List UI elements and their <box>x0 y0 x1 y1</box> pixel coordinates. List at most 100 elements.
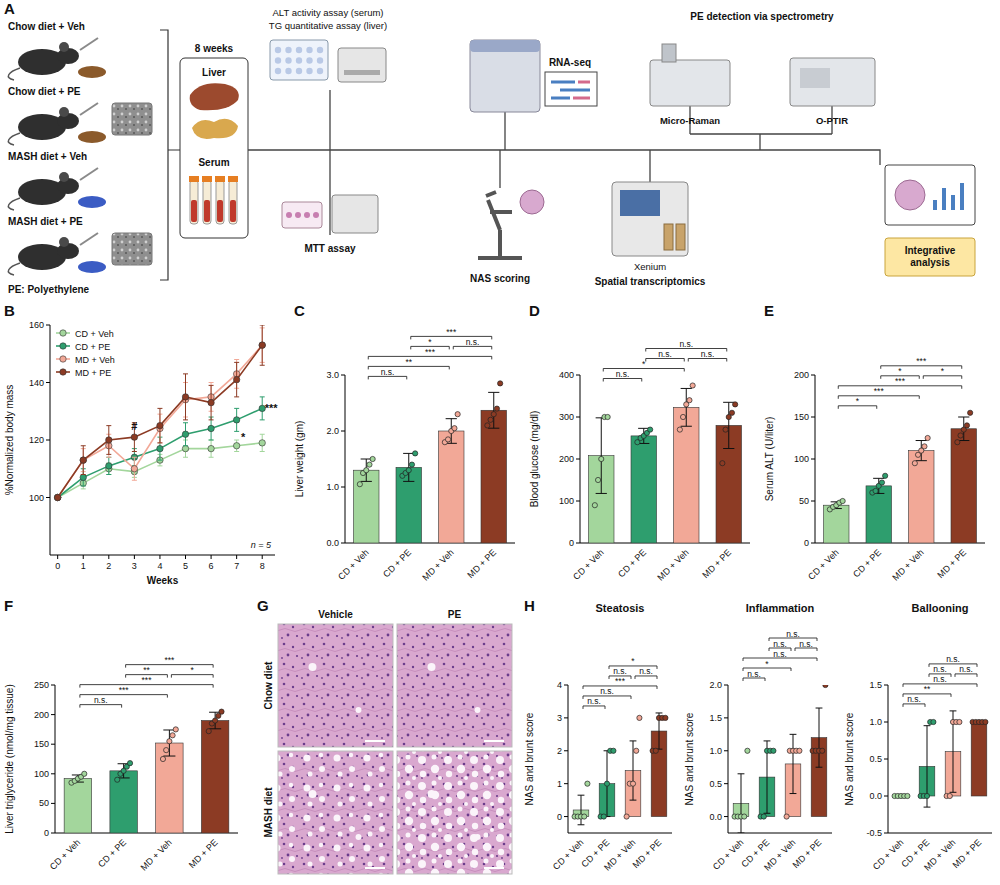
legend-label: CD + PE <box>75 342 110 352</box>
y-tick-label: 1.5 <box>869 680 882 690</box>
x-tick-label: CD + Veh <box>806 547 840 581</box>
data-point <box>733 402 738 407</box>
data-point <box>364 468 369 473</box>
data-point <box>131 434 137 440</box>
reads <box>573 82 590 98</box>
y-tick-label: 50 <box>799 496 809 506</box>
data-marks <box>354 381 507 543</box>
data-point <box>208 399 214 405</box>
legend: CD + Veh CD + PE MD + Veh MD + PE <box>56 329 115 378</box>
error-bar <box>81 446 86 475</box>
y-tick-label: 250 <box>34 680 49 690</box>
y-tick-label: 1.0 <box>709 746 722 756</box>
significance-label: * <box>856 396 860 406</box>
monitor <box>545 72 597 106</box>
y-tick <box>51 773 55 774</box>
significance-label: *** <box>142 675 153 685</box>
y-axis <box>568 685 569 833</box>
y-tick <box>46 325 50 326</box>
bar <box>866 486 892 543</box>
sample-size: n = 5 <box>251 540 272 550</box>
scale-bar <box>365 867 385 869</box>
y-tick-label: 200 <box>34 710 49 720</box>
assay-label: RNA-seq <box>549 57 591 68</box>
data-point <box>357 482 362 487</box>
data-point <box>409 462 414 467</box>
bar-panel: F050100150200250Liver triglyceride (nmol… <box>4 597 238 873</box>
y-tick <box>46 382 50 383</box>
assay-label: Integrativeanalysis <box>905 245 956 268</box>
legend-label: MD + PE <box>75 368 111 378</box>
y-tick <box>341 487 345 488</box>
y-tick <box>51 685 55 686</box>
x-tick <box>185 555 186 559</box>
y-tick-label: 100 <box>29 493 44 503</box>
significance-label: *** <box>874 386 885 396</box>
data-point <box>455 412 460 417</box>
mouse-icon <box>8 103 152 145</box>
data-point <box>206 729 211 734</box>
y-tick <box>46 440 50 441</box>
x-tick-label: MD + Veh <box>890 547 925 582</box>
y-tick <box>724 750 728 751</box>
histology-image <box>397 624 512 747</box>
pe-particles <box>112 233 152 265</box>
x-tick <box>108 555 109 559</box>
y-tick <box>884 722 888 723</box>
sample-box <box>180 58 248 238</box>
x-tick-label: 1 <box>81 561 86 571</box>
y-axis-title: Liver triglyceride (nmol/mg tissue) <box>4 684 15 834</box>
plate <box>282 202 322 228</box>
diet-pellet <box>78 131 106 143</box>
x-tick-label: MD + PE <box>631 837 664 870</box>
x-tick-label: CD + Veh <box>551 837 585 871</box>
data-point <box>54 494 60 500</box>
y-tick-label: 0.5 <box>869 754 882 764</box>
assay-label: NAS scoring <box>470 273 530 284</box>
data-point <box>491 412 496 417</box>
data-point <box>445 437 450 442</box>
data-point <box>955 440 960 445</box>
tissue-section <box>520 190 544 214</box>
data-point <box>840 498 845 503</box>
mouse-head <box>57 243 79 259</box>
data-point <box>585 781 590 786</box>
y-tick-label: 0 <box>804 538 809 548</box>
well <box>296 57 302 63</box>
data-marks <box>572 713 668 825</box>
data-point <box>925 435 930 440</box>
data-point <box>127 761 132 766</box>
data-point <box>968 410 973 415</box>
significance-label: n.s. <box>679 339 693 349</box>
data-point <box>160 756 165 761</box>
error-bar <box>209 440 214 457</box>
y-tick-label: 100 <box>559 496 574 506</box>
panel-letter: D <box>529 302 540 319</box>
bar-panel: D0100200300400Blood glucose (mg/dl)CD + … <box>529 302 750 583</box>
x-tick <box>57 555 58 559</box>
significance-label: n.s. <box>959 664 973 674</box>
mouse-ear <box>59 107 69 117</box>
y-tick-label: 400 <box>559 370 574 380</box>
tube-cap <box>202 176 212 182</box>
histology-image <box>278 751 393 874</box>
well <box>317 47 323 53</box>
data-point <box>922 444 927 449</box>
bar <box>481 410 507 543</box>
monitor <box>885 165 975 225</box>
legend-label: MD + Veh <box>75 355 115 365</box>
legend-label: CD + Veh <box>75 329 114 339</box>
y-axis-title: %Normalized body mass <box>4 385 15 496</box>
x-tick-label: 7 <box>234 561 239 571</box>
cartridge <box>664 224 673 250</box>
panel-letter: G <box>257 597 269 614</box>
data-point <box>680 414 685 419</box>
syringe <box>80 168 98 180</box>
data-point <box>912 461 917 466</box>
y-tick <box>811 375 815 376</box>
data-point <box>80 457 86 463</box>
well <box>275 47 281 53</box>
significance-label: n.s. <box>600 686 614 696</box>
tissue-icon <box>192 119 238 139</box>
plate-reader <box>338 48 386 82</box>
